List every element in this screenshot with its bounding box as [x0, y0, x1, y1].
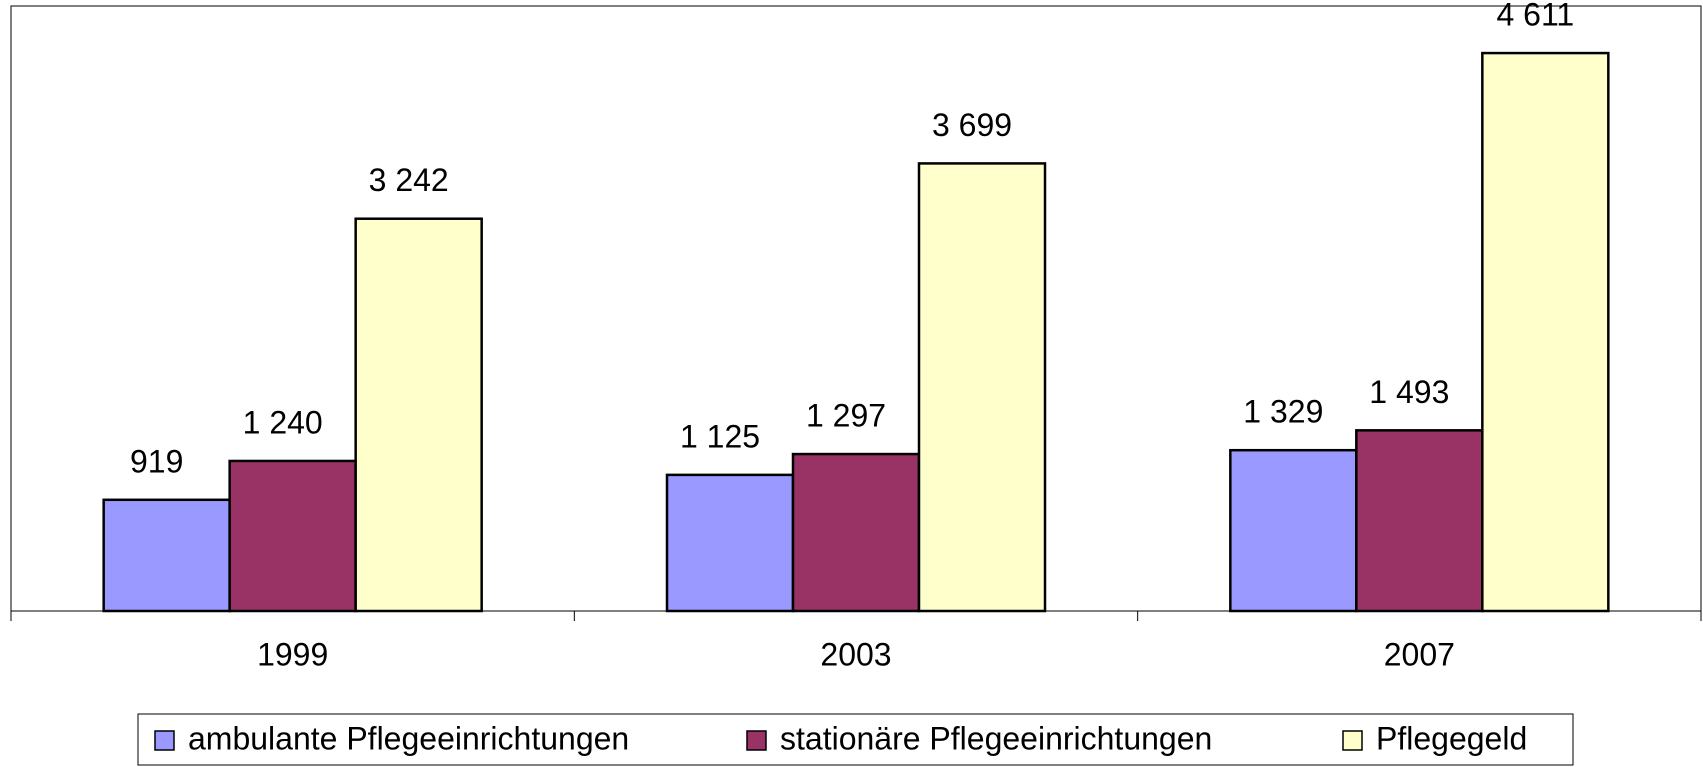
bar — [917, 162, 1047, 613]
bar — [1481, 51, 1610, 613]
bar — [102, 498, 231, 613]
legend-box — [137, 713, 1574, 766]
bar — [1229, 448, 1358, 613]
value-label: 3 699 — [932, 107, 1012, 143]
x-tick-label: 2003 — [820, 636, 891, 672]
value-label: 4 611 — [1496, 0, 1574, 33]
legend-label: stationäre Pflegeeinrichtungen — [780, 720, 1212, 756]
value-label: 1 297 — [806, 398, 886, 434]
legend-label: Pflegegeld — [1376, 720, 1527, 756]
value-label: 1 240 — [243, 404, 323, 440]
value-label: 1 125 — [680, 418, 760, 454]
bar — [354, 217, 483, 613]
x-tick-label: 1999 — [257, 636, 328, 672]
legend-swatch — [1342, 730, 1363, 751]
value-label: 919 — [130, 443, 183, 479]
value-label: 1 329 — [1243, 394, 1323, 430]
legend-label: ambulante Pflegeeinrichtungen — [188, 720, 629, 756]
value-label: 3 242 — [369, 162, 449, 198]
bar — [228, 459, 357, 613]
value-label: 1 493 — [1369, 374, 1449, 410]
bar — [665, 473, 795, 613]
bar — [1355, 429, 1484, 613]
x-tick-label: 2007 — [1384, 636, 1455, 672]
legend-swatch — [154, 730, 175, 751]
bar — [791, 452, 921, 613]
legend-swatch — [746, 730, 767, 751]
